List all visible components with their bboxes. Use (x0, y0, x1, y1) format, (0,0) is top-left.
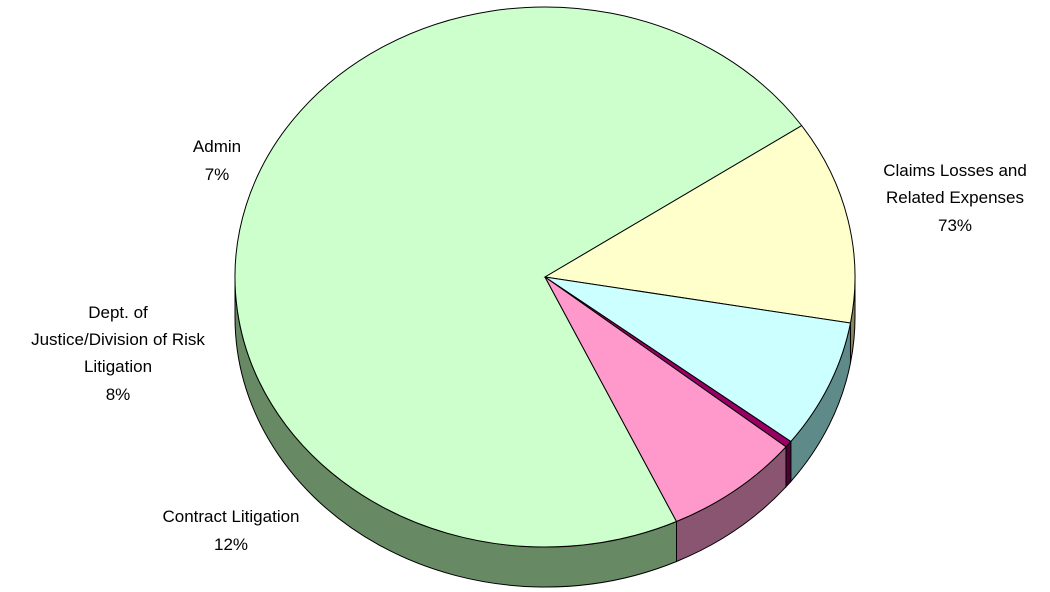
pie-side-walls (234, 276, 856, 588)
label-claims: Claims Losses and Related Expenses 73% (883, 161, 1027, 235)
pie-slice-claims-losses-and-related-expenses (234, 6, 803, 548)
pie-slice-dept-of-justice-division-of-risk-litigation (544, 276, 852, 443)
label-justice-pct: 8% (106, 385, 131, 404)
label-justice: Dept. of Justice/Division of Risk Litiga… (31, 303, 205, 404)
pie-slice-admin (544, 276, 787, 523)
label-justice-line1: Dept. of (88, 303, 148, 322)
label-justice-line3: Litigation (84, 357, 152, 376)
label-contract: Contract Litigation 12% (162, 507, 299, 554)
label-justice-line2: Justice/Division of Risk (31, 330, 205, 349)
label-admin: Admin 7% (193, 137, 241, 184)
label-contract-pct: 12% (214, 535, 248, 554)
label-admin-line1: Admin (193, 137, 241, 156)
label-admin-pct: 7% (205, 165, 230, 184)
label-claims-pct: 73% (938, 216, 972, 235)
pie-side-other (785, 440, 792, 489)
label-contract-line1: Contract Litigation (162, 507, 299, 526)
label-claims-line1: Claims Losses and (883, 161, 1027, 180)
pie-slice-contract-litigation (543, 124, 856, 324)
pie-slices (234, 6, 856, 548)
label-claims-line2: Related Expenses (886, 188, 1024, 207)
